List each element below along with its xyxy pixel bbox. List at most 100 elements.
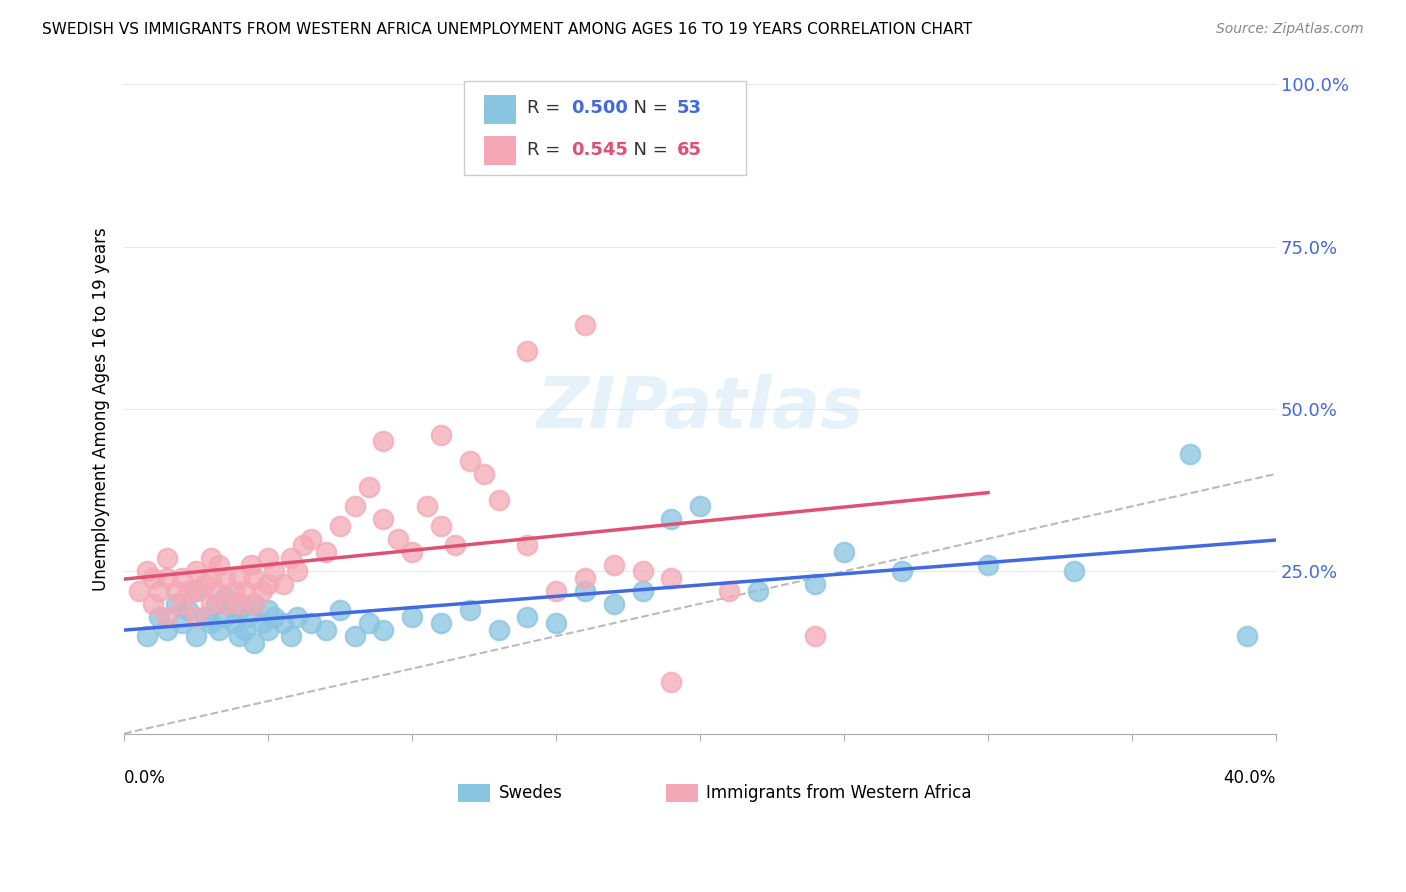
- Point: [631, 564, 654, 578]
- Point: [228, 629, 250, 643]
- Point: [142, 597, 165, 611]
- Text: Source: ZipAtlas.com: Source: ZipAtlas.com: [1216, 22, 1364, 37]
- Point: [602, 558, 624, 572]
- Point: [659, 674, 682, 689]
- Point: [488, 623, 510, 637]
- Point: [228, 571, 250, 585]
- Point: [200, 616, 222, 631]
- Point: [205, 597, 228, 611]
- Point: [186, 564, 208, 578]
- Point: [280, 551, 302, 566]
- Point: [170, 571, 193, 585]
- Point: [222, 583, 245, 598]
- Point: [631, 583, 654, 598]
- Point: [128, 583, 150, 598]
- Point: [200, 551, 222, 566]
- Point: [832, 545, 855, 559]
- Point: [315, 545, 337, 559]
- Point: [142, 571, 165, 585]
- Point: [315, 623, 337, 637]
- Point: [430, 616, 453, 631]
- Point: [401, 609, 423, 624]
- Point: [546, 583, 568, 598]
- Point: [343, 500, 366, 514]
- Point: [717, 583, 740, 598]
- Point: [977, 558, 1000, 572]
- Text: N =: N =: [621, 99, 673, 117]
- Point: [136, 564, 159, 578]
- Point: [252, 583, 274, 598]
- Point: [804, 629, 827, 643]
- Point: [243, 597, 266, 611]
- Point: [516, 538, 538, 552]
- Point: [186, 583, 208, 598]
- Point: [205, 583, 228, 598]
- Point: [243, 635, 266, 649]
- Y-axis label: Unemployment Among Ages 16 to 19 years: Unemployment Among Ages 16 to 19 years: [93, 227, 110, 591]
- Point: [299, 616, 322, 631]
- Point: [373, 623, 395, 637]
- Point: [200, 597, 222, 611]
- Point: [373, 434, 395, 449]
- Point: [458, 454, 481, 468]
- Point: [233, 583, 256, 598]
- Point: [890, 564, 912, 578]
- Point: [214, 609, 236, 624]
- Point: [401, 545, 423, 559]
- Point: [186, 583, 208, 598]
- Point: [186, 609, 208, 624]
- Text: 0.0%: 0.0%: [124, 769, 166, 788]
- Point: [148, 583, 170, 598]
- Point: [252, 616, 274, 631]
- Point: [574, 318, 596, 332]
- Text: SWEDISH VS IMMIGRANTS FROM WESTERN AFRICA UNEMPLOYMENT AMONG AGES 16 TO 19 YEARS: SWEDISH VS IMMIGRANTS FROM WESTERN AFRIC…: [42, 22, 973, 37]
- Point: [236, 609, 259, 624]
- Point: [689, 500, 711, 514]
- Point: [170, 597, 193, 611]
- Point: [257, 551, 280, 566]
- FancyBboxPatch shape: [484, 136, 516, 165]
- Point: [257, 603, 280, 617]
- Text: 53: 53: [678, 99, 702, 117]
- FancyBboxPatch shape: [665, 783, 697, 802]
- Point: [271, 616, 294, 631]
- Point: [165, 583, 187, 598]
- Point: [271, 577, 294, 591]
- Text: Swedes: Swedes: [499, 783, 562, 802]
- Text: ZIPatlas: ZIPatlas: [537, 375, 863, 443]
- Text: R =: R =: [527, 141, 567, 159]
- Point: [263, 609, 285, 624]
- Point: [659, 571, 682, 585]
- Point: [186, 629, 208, 643]
- Point: [285, 564, 308, 578]
- Point: [747, 583, 769, 598]
- Text: 65: 65: [678, 141, 702, 159]
- Text: 0.500: 0.500: [571, 99, 628, 117]
- Point: [214, 591, 236, 605]
- Text: R =: R =: [527, 99, 567, 117]
- Point: [208, 558, 231, 572]
- Text: Immigrants from Western Africa: Immigrants from Western Africa: [706, 783, 972, 802]
- Point: [257, 577, 280, 591]
- Point: [208, 623, 231, 637]
- Point: [148, 609, 170, 624]
- Point: [458, 603, 481, 617]
- Point: [299, 532, 322, 546]
- Point: [280, 629, 302, 643]
- Point: [222, 616, 245, 631]
- Point: [387, 532, 409, 546]
- FancyBboxPatch shape: [484, 95, 516, 124]
- Point: [176, 583, 198, 598]
- Point: [602, 597, 624, 611]
- FancyBboxPatch shape: [464, 81, 747, 176]
- Point: [415, 500, 437, 514]
- Point: [239, 558, 262, 572]
- Point: [357, 616, 380, 631]
- Point: [165, 597, 187, 611]
- Point: [233, 623, 256, 637]
- Point: [804, 577, 827, 591]
- Point: [136, 629, 159, 643]
- Point: [343, 629, 366, 643]
- Point: [373, 512, 395, 526]
- Point: [156, 609, 179, 624]
